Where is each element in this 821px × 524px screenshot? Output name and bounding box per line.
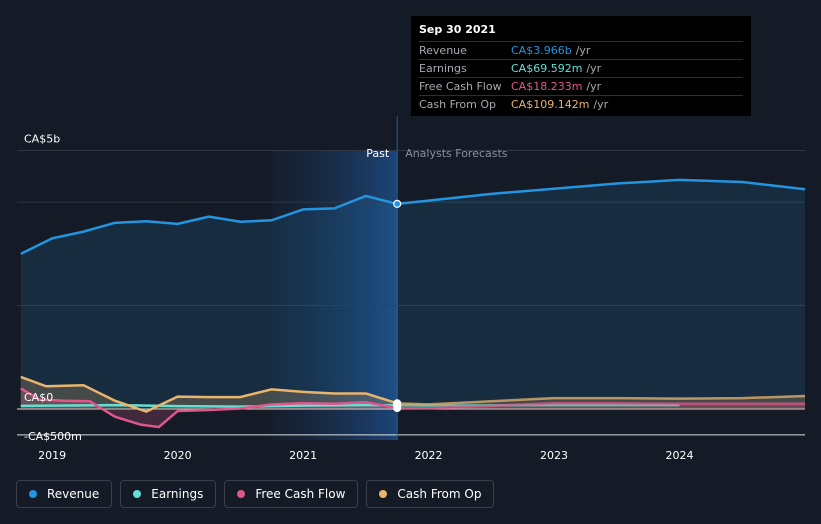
revenue-area bbox=[20, 179, 805, 409]
revenue-forecast-line bbox=[397, 178, 806, 206]
free-cash-flow-forecast-line bbox=[397, 402, 805, 410]
tooltip-label: Cash From Op bbox=[419, 98, 497, 111]
tooltip-row-cash-from-op: Cash From Op CA$109.142m /yr bbox=[419, 95, 743, 113]
tooltip-date: Sep 30 2021 bbox=[419, 23, 496, 36]
x-tick-label: 2022 bbox=[415, 449, 443, 462]
legend-item-cash-from-op[interactable]: Cash From Op bbox=[366, 480, 495, 508]
y-tick-label: CA$0 bbox=[24, 391, 53, 404]
tooltip-unit: /yr bbox=[586, 80, 602, 93]
earnings-line bbox=[20, 403, 398, 408]
tooltip-label: Revenue bbox=[419, 44, 467, 57]
tooltip-value: CA$69.592m bbox=[511, 62, 583, 75]
x-tick-label: 2019 bbox=[38, 449, 66, 462]
legend-dot-icon bbox=[379, 490, 388, 498]
tooltip-value: CA$3.966b bbox=[511, 44, 572, 57]
legend-item-free-cash-flow[interactable]: Free Cash Flow bbox=[224, 480, 359, 508]
chart-canvas: CA$5b CA$0 -CA$500m 2019 2020 2021 2022 2023 202… bbox=[17, 116, 806, 462]
x-tick-label: 2021 bbox=[289, 449, 317, 462]
tooltip-row-revenue: Revenue CA$3.966b /yr bbox=[419, 41, 743, 59]
legend-label: Free Cash Flow bbox=[255, 487, 346, 501]
y-tick-label: -CA$500m bbox=[24, 430, 82, 443]
legend-item-earnings[interactable]: Earnings bbox=[120, 480, 217, 508]
revenue-marker bbox=[393, 199, 402, 209]
y-tick-label: CA$5b bbox=[24, 132, 60, 145]
tooltip-label: Earnings bbox=[419, 62, 467, 75]
legend-item-revenue[interactable]: Revenue bbox=[16, 480, 113, 508]
forecast-label: Analysts Forecasts bbox=[405, 147, 508, 160]
x-tick-label: 2020 bbox=[164, 449, 192, 462]
legend-label: Revenue bbox=[47, 487, 100, 501]
legend-label: Earnings bbox=[151, 487, 204, 501]
x-tick-label: 2024 bbox=[666, 449, 694, 462]
cash-from-op-forecast-line bbox=[397, 394, 806, 406]
tooltip-value: CA$18.233m bbox=[511, 80, 583, 93]
tooltip-row-earnings: Earnings CA$69.592m /yr bbox=[419, 59, 743, 77]
legend-dot-icon bbox=[29, 490, 37, 498]
tooltip-unit: /yr bbox=[575, 44, 591, 57]
tooltip-value: CA$109.142m bbox=[511, 98, 590, 111]
free-cash-flow-line bbox=[20, 387, 398, 429]
tooltip-row-free-cash-flow: Free Cash Flow CA$18.233m /yr bbox=[419, 77, 743, 95]
tooltip-unit: /yr bbox=[586, 62, 602, 75]
free-cash-flow-area bbox=[20, 388, 805, 428]
tooltip: Sep 30 2021 Revenue CA$3.966b /yr Earnin… bbox=[411, 16, 751, 116]
tooltip-label: Free Cash Flow bbox=[419, 80, 502, 93]
x-tick-label: 2023 bbox=[540, 449, 568, 462]
legend-label: Cash From Op bbox=[397, 487, 482, 501]
legend-dot-icon bbox=[133, 490, 142, 498]
cash-from-op-marker bbox=[393, 399, 402, 408]
past-label: Past bbox=[366, 147, 390, 160]
cash-from-op-line bbox=[20, 375, 398, 413]
legend: Revenue Earnings Free Cash Flow Cash Fro… bbox=[16, 480, 495, 508]
tooltip-unit: /yr bbox=[593, 98, 609, 111]
revenue-line bbox=[20, 194, 398, 255]
legend-dot-icon bbox=[237, 490, 246, 498]
